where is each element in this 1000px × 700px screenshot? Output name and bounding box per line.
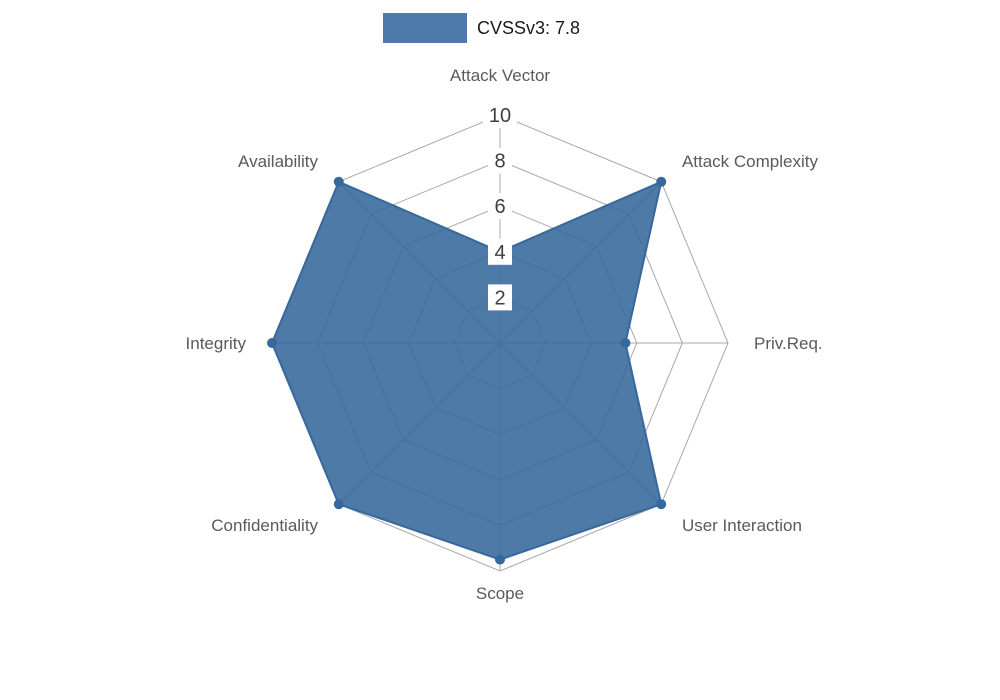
radial-tick-bg [488,193,512,220]
axis-label-attack-vector: Attack Vector [450,66,550,85]
axis-label-priv-req: Priv.Req. [754,334,823,353]
axis-label-scope: Scope [476,584,524,603]
axis-label-confidentiality: Confidentiality [211,516,318,535]
radar-vertex-marker [333,176,344,187]
radial-tick-label: 10 [489,105,511,127]
radar-series-polygon [271,180,663,561]
radial-tick-bg [488,284,512,311]
radial-tick-bg [483,102,517,128]
radar-vertex-marker [620,338,631,348]
radial-tick-label: 2 [494,287,505,309]
radar-vertex-marker [333,499,344,510]
axis-label-availability: Availability [238,152,319,171]
radial-tick-bg [488,238,512,265]
legend-label[interactable]: CVSSv3: 7.8 [477,17,581,38]
radial-tick-bg [488,147,512,174]
radar-vertex-marker [267,338,277,348]
axis-label-attack-complexity: Attack Complexity [682,152,819,171]
radar-vertex-marker [656,499,667,510]
radial-tick-label: 4 [494,242,505,264]
axis-label-integrity: Integrity [186,334,247,353]
radial-tick-label: 8 [494,151,505,173]
radar-vertex-marker [656,176,667,187]
axis-label-user-interaction: User Interaction [682,516,802,535]
radar-vertex-marker [495,554,505,565]
legend-swatch[interactable] [383,13,467,43]
radial-tick-label: 6 [494,196,505,218]
legend[interactable]: CVSSv3: 7.8 [383,13,580,43]
